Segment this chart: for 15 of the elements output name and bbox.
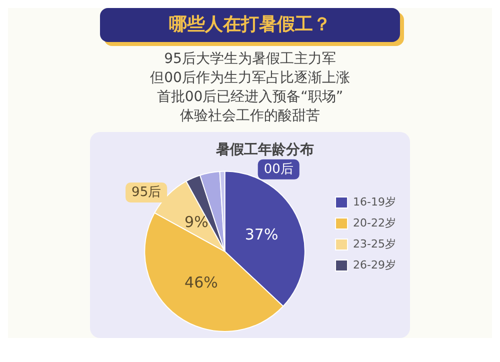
text: 首批00后已经进入预备“职场” — [156, 88, 344, 107]
data-label: 37% — [244, 225, 278, 244]
legend-label: 16-19岁 — [353, 195, 396, 208]
legend-label: 20-22岁 — [353, 216, 396, 230]
data-label: 9% — [184, 212, 208, 231]
chart-title: 暑假工年龄分布 — [215, 142, 314, 158]
text: 95后 — [132, 184, 162, 200]
legend-label: 26-29岁 — [353, 258, 396, 272]
text: 95后大学生为暑假工主力军 — [163, 50, 337, 69]
text: 00后 — [264, 162, 294, 177]
text: 但00后作为生力军占比逐渐上涨 — [149, 69, 351, 88]
heading-panel: 哪些人在打暑假工？ — [100, 8, 400, 42]
legend-label: 23-25岁 — [353, 237, 396, 250]
text: 体验社会工作的酸甜苦 — [179, 107, 321, 126]
data-label: 46% — [184, 274, 218, 292]
